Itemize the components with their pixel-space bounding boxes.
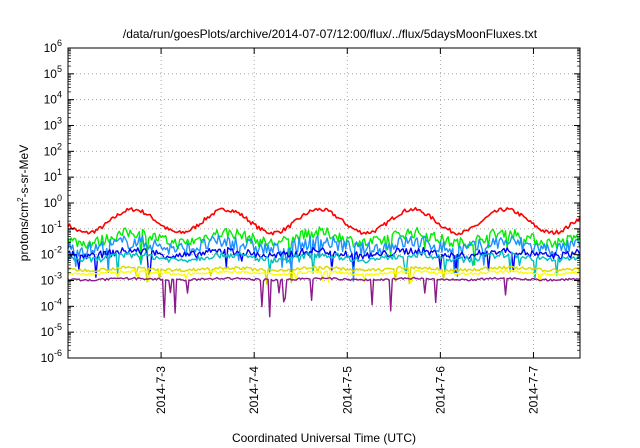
y-tick-exponent: -4 <box>54 296 62 306</box>
y-tick-label: 10-5 <box>41 322 62 339</box>
y-tick-label: 105 <box>44 64 62 81</box>
y-tick-base: 10 <box>44 41 58 55</box>
y-tick-base: 10 <box>44 144 58 158</box>
x-tick-label: 2014-7-6 <box>433 366 447 414</box>
y-tick-base: 10 <box>44 67 58 81</box>
y-tick-base: 10 <box>44 170 58 184</box>
series-line-6 <box>67 265 581 285</box>
y-tick-base: 10 <box>41 325 55 339</box>
y-tick-label: 102 <box>44 141 62 158</box>
series-lines <box>67 206 581 318</box>
series-line-4 <box>67 246 581 278</box>
y-tick-label: 10-1 <box>41 219 62 236</box>
y-tick-exponent: -5 <box>54 322 62 332</box>
y-tick-label: 103 <box>44 116 62 133</box>
x-tick-label: 2014-7-4 <box>247 366 261 414</box>
y-tick-label: 10-4 <box>41 296 62 313</box>
series-line-2 <box>67 226 581 266</box>
y-tick-exponent: 2 <box>57 141 62 151</box>
y-tick-exponent: -6 <box>54 348 62 358</box>
y-axis-label-rest: -s-sr-MeV <box>17 145 31 198</box>
y-axis-label: protons/cm2-s-sr-MeV <box>16 145 31 261</box>
x-tick-label: 2014-7-7 <box>526 366 540 414</box>
x-tick-labels: 2014-7-3 2014-7-4 2014-7-5 2014-7-6 2014-7-7 <box>154 366 540 414</box>
x-tick-label: 2014-7-5 <box>340 366 354 414</box>
y-tick-exponent: 4 <box>57 90 62 100</box>
y-tick-exponent: -3 <box>54 271 62 281</box>
y-tick-label: 10-2 <box>41 245 62 262</box>
y-tick-label: 10-3 <box>41 271 62 288</box>
grid <box>68 48 580 358</box>
series-line-1 <box>67 206 581 236</box>
series-line-5 <box>67 251 581 279</box>
y-tick-label: 10-6 <box>41 348 62 365</box>
y-tick-base: 10 <box>44 93 58 107</box>
y-axis-label-sup: 2 <box>16 197 25 202</box>
y-tick-labels: 10-610-510-410-310-210-11001011021031041… <box>41 38 62 365</box>
y-tick-exponent: -2 <box>54 245 62 255</box>
y-tick-label: 106 <box>44 38 62 55</box>
y-tick-label: 100 <box>44 193 62 210</box>
chart-title: /data/run/goesPlots/archive/2014-07-07/1… <box>123 27 538 41</box>
y-tick-base: 10 <box>41 274 55 288</box>
y-tick-exponent: 3 <box>57 116 62 126</box>
y-tick-exponent: 6 <box>57 38 62 48</box>
y-tick-exponent: 5 <box>57 64 62 74</box>
series-line-8 <box>67 276 581 318</box>
series-line-7 <box>67 269 580 284</box>
y-tick-base: 10 <box>41 351 55 365</box>
y-tick-base: 10 <box>41 222 55 236</box>
series-line-3 <box>67 234 581 282</box>
y-tick-exponent: 1 <box>57 167 62 177</box>
y-tick-label: 101 <box>44 167 62 184</box>
y-tick-label: 104 <box>44 90 62 107</box>
ticks <box>68 47 580 359</box>
y-tick-base: 10 <box>44 196 58 210</box>
x-tick-label: 2014-7-3 <box>154 366 168 414</box>
y-tick-base: 10 <box>41 248 55 262</box>
y-tick-base: 10 <box>41 299 55 313</box>
y-tick-base: 10 <box>44 119 58 133</box>
y-tick-exponent: 0 <box>57 193 62 203</box>
y-tick-exponent: -1 <box>54 219 62 229</box>
y-axis-label-base: protons/cm <box>17 202 31 261</box>
x-axis-label: Coordinated Universal Time (UTC) <box>232 431 416 445</box>
